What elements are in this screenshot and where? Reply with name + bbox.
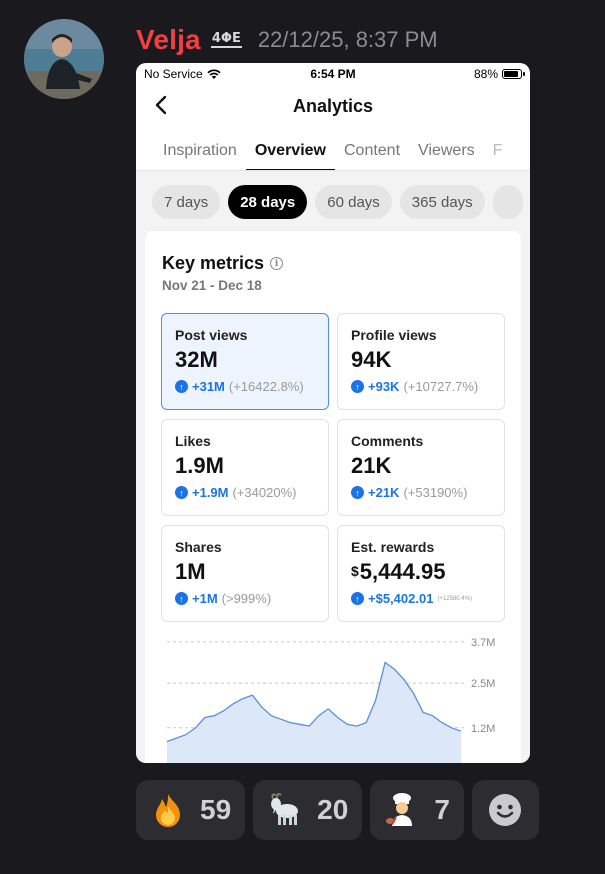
metric-value: 32M bbox=[175, 347, 218, 372]
reactions-bar: 59 20 bbox=[136, 780, 539, 840]
metric-post-views[interactable]: Post views 32M ↑ +31M (+16422.8%) bbox=[161, 313, 329, 410]
wifi-icon bbox=[207, 68, 221, 79]
battery-percent: 88% bbox=[473, 67, 498, 81]
metric-delta: +1.9M bbox=[192, 485, 229, 500]
analytics-content: 7 days 28 days 60 days 365 days Key metr… bbox=[136, 171, 530, 763]
reaction-count: 20 bbox=[317, 794, 349, 825]
chip-28-days[interactable]: 28 days bbox=[228, 185, 308, 219]
metric-percent: (+53190%) bbox=[403, 485, 468, 500]
metric-delta: +21K bbox=[368, 485, 400, 500]
goat-emoji-icon bbox=[267, 792, 303, 828]
y-tick-label: 1.2M bbox=[471, 723, 495, 735]
arrow-up-icon: ↑ bbox=[175, 592, 188, 605]
metric-percent: (+16422.8%) bbox=[228, 379, 304, 394]
metric-percent: (+12580.4%) bbox=[437, 595, 472, 602]
arrow-up-icon: ↑ bbox=[175, 486, 188, 499]
metric-likes[interactable]: Likes 1.9M ↑ +1.9M (+34020%) bbox=[161, 419, 329, 516]
metric-delta: +$5,402.01 bbox=[368, 591, 434, 606]
metric-label: Likes bbox=[175, 433, 211, 449]
metric-delta: +93K bbox=[368, 379, 400, 394]
metric-profile-views[interactable]: Profile views 94K ↑ +93K (+10727.7%) bbox=[337, 313, 505, 410]
metric-label: Profile views bbox=[351, 327, 437, 343]
metric-est-rewards[interactable]: Est. rewards $5,444.95 ↑ +$5,402.01 (+1258… bbox=[337, 525, 505, 622]
metric-value: $5,444.95 bbox=[351, 559, 491, 585]
metric-label: Post views bbox=[175, 327, 248, 343]
message-header: Velja 4ΦΕ 22/12/25, 8:37 PM bbox=[136, 20, 438, 60]
attached-screenshot[interactable]: No Service 6:54 PM 88% Analytics Inspira… bbox=[136, 63, 530, 763]
metric-percent: (+34020%) bbox=[232, 485, 297, 500]
chip-7-days[interactable]: 7 days bbox=[152, 185, 221, 219]
series-line bbox=[166, 661, 462, 743]
nav-bar: Analytics bbox=[136, 85, 530, 127]
key-metrics-title: Key metrics bbox=[162, 253, 265, 273]
carrier-label: No Service bbox=[144, 67, 203, 81]
battery-icon bbox=[502, 69, 525, 79]
fire-emoji-icon bbox=[150, 792, 186, 828]
arrow-up-icon: ↑ bbox=[351, 486, 364, 499]
back-arrow-icon[interactable] bbox=[150, 93, 174, 117]
arrow-up-icon: ↑ bbox=[351, 380, 364, 393]
chip-60-days[interactable]: 60 days bbox=[315, 185, 392, 219]
timestamp: 22/12/25, 8:37 PM bbox=[257, 27, 438, 52]
reaction-cook[interactable]: 7 bbox=[370, 780, 464, 840]
currency-symbol: $ bbox=[351, 563, 359, 579]
tab-viewers[interactable]: Viewers bbox=[418, 142, 475, 159]
y-tick-label: 3.7M bbox=[471, 637, 495, 649]
metric-percent: (>999%) bbox=[221, 591, 272, 606]
smiley-icon bbox=[489, 794, 522, 826]
date-range-chips: 7 days 28 days 60 days 365 days bbox=[152, 185, 523, 219]
metric-delta: +31M bbox=[192, 379, 225, 394]
metric-value: 94K bbox=[351, 347, 392, 372]
tab-content[interactable]: Content bbox=[343, 142, 401, 159]
metric-value: 1M bbox=[175, 559, 206, 584]
views-chart: 3.7M 2.5M 1.2M bbox=[161, 631, 505, 763]
reaction-count: 59 bbox=[200, 794, 232, 825]
metric-label: Shares bbox=[175, 539, 222, 555]
key-metrics-heading: Key metrics i bbox=[162, 253, 284, 274]
metric-amount: 5,444.95 bbox=[359, 559, 446, 584]
metric-comments[interactable]: Comments 21K ↑ +21K (+53190%) bbox=[337, 419, 505, 516]
tab-bar: Inspiration Overview Content Viewers F bbox=[136, 127, 530, 171]
metric-percent: (+10727.7%) bbox=[403, 379, 479, 394]
metrics-grid: Post views 32M ↑ +31M (+16422.8%) Profile … bbox=[161, 313, 505, 622]
metric-delta: +1M bbox=[192, 591, 218, 606]
reaction-fire[interactable]: 59 bbox=[136, 780, 246, 840]
tab-inspiration[interactable]: Inspiration bbox=[163, 142, 237, 159]
page-title: Analytics bbox=[292, 95, 374, 116]
metric-shares[interactable]: Shares 1M ↑ +1M (>999%) bbox=[161, 525, 329, 622]
tab-clipped[interactable]: F bbox=[492, 142, 503, 159]
reaction-count: 7 bbox=[434, 794, 450, 825]
clan-tag[interactable]: 4ΦΕ bbox=[210, 31, 242, 48]
key-metrics-card: Key metrics i Nov 21 - Dec 18 Post views… bbox=[145, 231, 521, 763]
chip-365-days[interactable]: 365 days bbox=[399, 185, 485, 219]
info-icon[interactable]: i bbox=[270, 257, 284, 270]
series-area bbox=[167, 662, 461, 763]
views-chart-svg: 3.7M 2.5M 1.2M bbox=[166, 637, 495, 763]
username[interactable]: Velja bbox=[136, 24, 201, 55]
status-bar: No Service 6:54 PM 88% bbox=[136, 63, 530, 85]
reaction-goat[interactable]: 20 bbox=[253, 780, 363, 840]
metric-label: Est. rewards bbox=[351, 539, 435, 555]
metric-label: Comments bbox=[351, 433, 424, 449]
metric-value: 21K bbox=[351, 453, 392, 478]
user-avatar[interactable] bbox=[24, 19, 104, 99]
metric-value: 1.9M bbox=[175, 453, 224, 478]
cook-emoji-icon bbox=[384, 792, 420, 828]
tab-overview[interactable]: Overview bbox=[245, 142, 336, 170]
date-range-label: Nov 21 - Dec 18 bbox=[162, 278, 262, 293]
battery-fill bbox=[504, 71, 519, 77]
add-reaction-button[interactable] bbox=[471, 780, 539, 840]
avatar-image bbox=[24, 19, 104, 99]
arrow-up-icon: ↑ bbox=[351, 592, 364, 605]
arrow-up-icon: ↑ bbox=[175, 380, 188, 393]
y-tick-label: 2.5M bbox=[471, 678, 495, 690]
chip-clipped[interactable] bbox=[492, 185, 523, 219]
